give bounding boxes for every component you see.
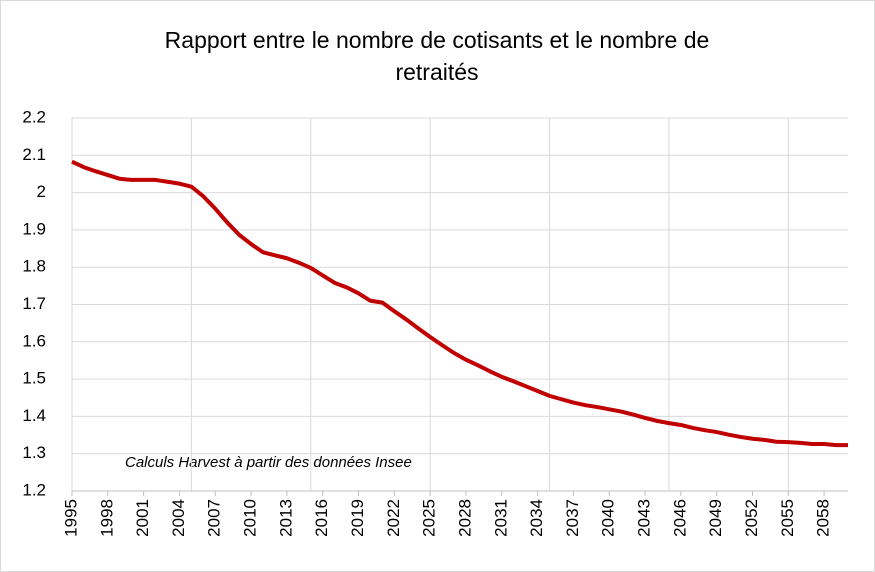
- x-tick-label: 2028: [455, 499, 474, 537]
- x-tick-label: 2031: [491, 499, 510, 537]
- y-tick-label: 1.9: [22, 219, 46, 238]
- x-tick-label: 2040: [599, 499, 618, 537]
- x-tick-label: 1998: [97, 499, 116, 537]
- x-tick-label: 1995: [61, 499, 80, 537]
- x-tick-label: 2055: [778, 499, 797, 537]
- data-line: [71, 159, 848, 448]
- y-tick-label: 1.3: [22, 443, 46, 462]
- x-tick-label: 2019: [348, 499, 367, 537]
- annotation: Calculs Harvest à partir des données Ins…: [125, 454, 412, 471]
- x-tick-label: 2052: [742, 499, 761, 537]
- y-tick-label: 1.4: [22, 406, 46, 425]
- y-tick-label: 2.1: [22, 145, 46, 164]
- x-tick-label: 2046: [670, 499, 689, 537]
- x-tick-label: 2043: [635, 499, 654, 537]
- y-tick-label: 2: [37, 182, 46, 201]
- y-tick-label: 1.8: [22, 257, 46, 276]
- chart-title: Rapport entre le nombre de cotisants et …: [165, 27, 710, 85]
- y-tick-label: 1.2: [22, 480, 46, 499]
- x-tick-label: 2013: [276, 499, 295, 537]
- x-tick-label: 2016: [312, 499, 331, 537]
- y-tick-label: 1.7: [22, 294, 46, 313]
- x-tick-label: 2049: [706, 499, 725, 537]
- x-tick-label: 2058: [814, 499, 833, 537]
- y-tick-label: 1.5: [22, 369, 46, 388]
- x-tick-label: 2037: [563, 499, 582, 537]
- x-tick-label: 2010: [241, 499, 260, 537]
- x-tick-label: 2025: [420, 499, 439, 537]
- x-tick-label: 2034: [527, 499, 546, 537]
- y-tick-label: 2.2: [22, 107, 46, 126]
- x-tick-label: 2022: [384, 499, 403, 537]
- x-tick-label: 2007: [205, 499, 224, 537]
- y-tick-label: 1.6: [22, 331, 46, 350]
- x-tick-label: 2004: [169, 499, 188, 537]
- x-tick-label: 2001: [133, 499, 152, 537]
